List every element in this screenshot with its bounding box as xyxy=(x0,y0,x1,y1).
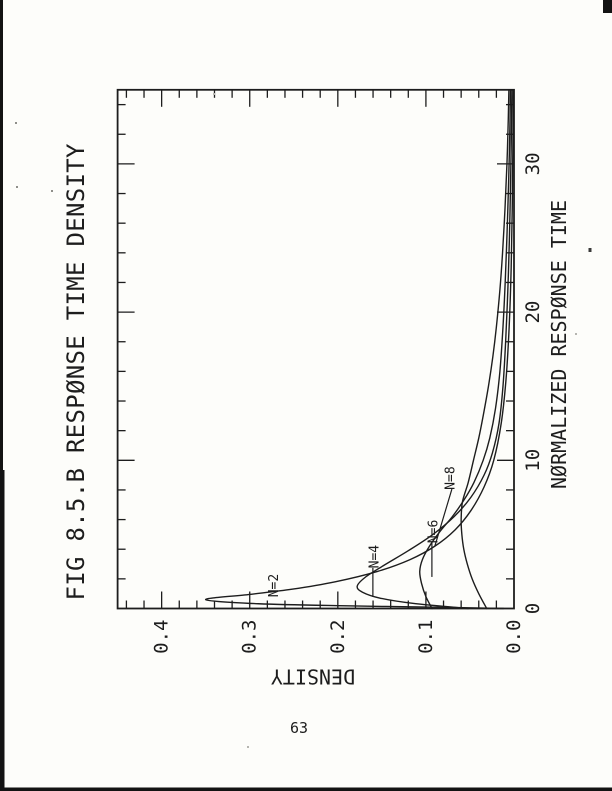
scan-artifact-corner-block xyxy=(603,0,612,13)
curve-label-N=2: N=2 xyxy=(267,574,282,597)
scan-artifact-bottom-edge xyxy=(0,787,612,791)
scan-speck xyxy=(51,190,53,192)
y-axis-title: DENSITY xyxy=(271,665,355,689)
scan-artifact-left-edge-lower xyxy=(0,470,5,791)
scan-speck xyxy=(16,186,18,188)
scan-speck xyxy=(588,248,592,252)
scan-speck xyxy=(575,333,577,335)
scan-speck xyxy=(15,122,17,124)
curve-N=4 xyxy=(356,89,513,610)
plot-frame xyxy=(116,88,515,610)
scan-speck xyxy=(213,93,215,95)
figure-title: FIG 8.5.B RESPØNSE TIME DENSITY xyxy=(62,143,90,600)
curve-label-N=4: N=4 xyxy=(367,545,382,569)
curve-N=8 xyxy=(460,89,510,610)
y-tick-label: 0.1 xyxy=(415,620,437,654)
x-tick-label: 0 xyxy=(522,603,544,614)
x-tick-label: 10 xyxy=(522,449,544,472)
x-tick-label: 20 xyxy=(522,301,544,324)
page-number: 63 xyxy=(290,719,308,737)
y-tick-label: 0.2 xyxy=(327,620,349,654)
curve-N=2 xyxy=(204,89,514,610)
series-labels: N=2N=4N=6N=8 xyxy=(267,466,459,597)
scan-speck xyxy=(247,746,249,748)
axis-tick-labels: 0 10 20 30 0.0 0.1 0.2 0.3 0.4 xyxy=(151,152,544,653)
curve-label-N=8: N=8 xyxy=(443,466,458,489)
series-curves xyxy=(204,89,514,610)
axis-ticks xyxy=(117,89,514,609)
y-tick-label: 0.3 xyxy=(239,620,261,654)
x-tick-label: 30 xyxy=(522,152,544,175)
y-tick-label: 0.0 xyxy=(503,620,525,654)
curve-N=6 xyxy=(419,89,512,610)
y-tick-label: 0.4 xyxy=(151,620,173,654)
x-axis-title: NØRMALIZED RESPØNSE TIME xyxy=(547,200,571,489)
scan-artifact-left-edge xyxy=(0,0,3,791)
leader-line-N=8 xyxy=(434,488,453,547)
